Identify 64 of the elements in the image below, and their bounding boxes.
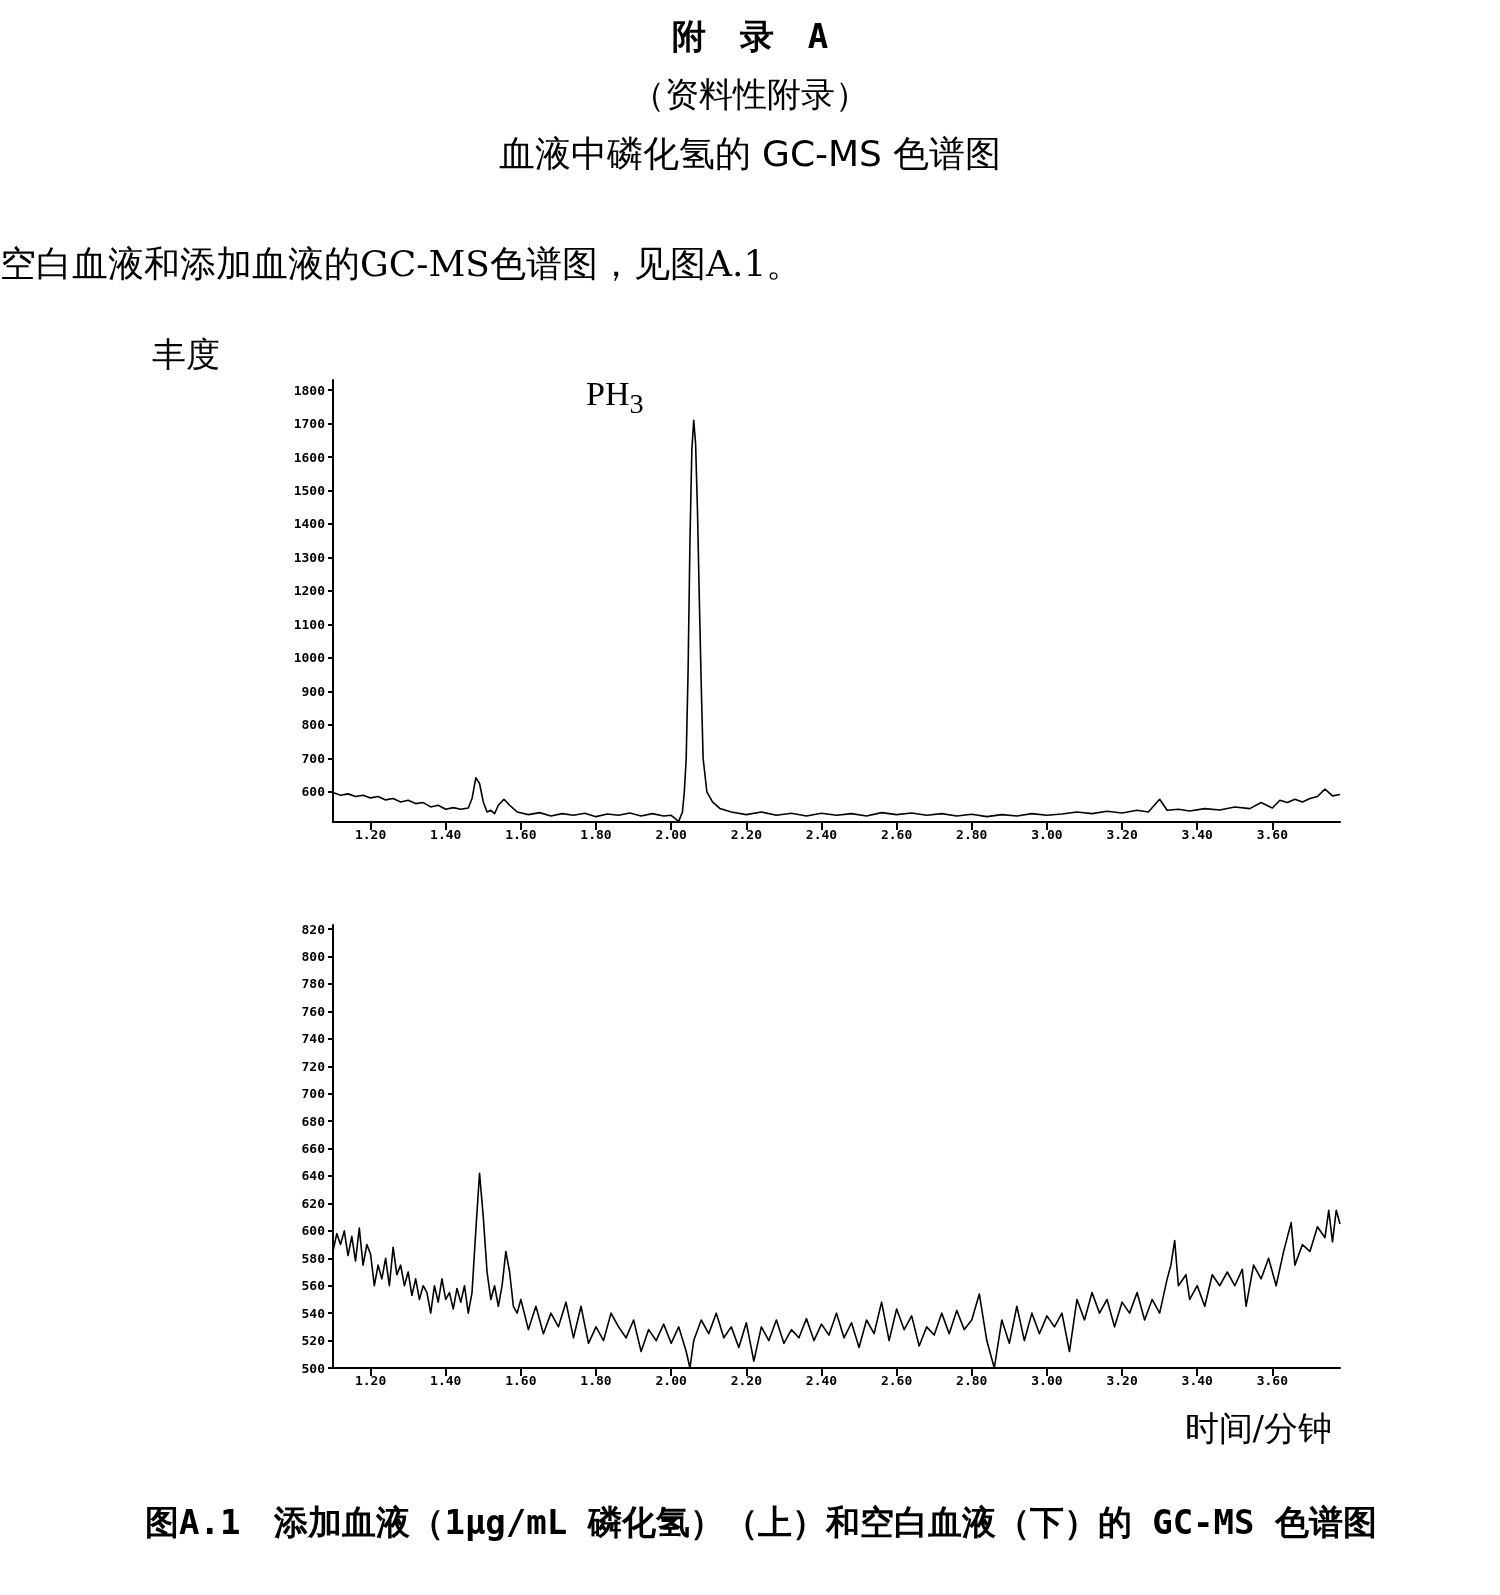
chart-subtitle: （资料性附录）: [631, 73, 869, 116]
x-tick-label: 1.60: [505, 1373, 537, 1388]
y-tick-label: 820: [301, 921, 326, 937]
y-tick-label: 780: [301, 976, 326, 992]
y-tick-label: 580: [301, 1250, 326, 1266]
y-tick-label: 700: [301, 1086, 326, 1102]
chart-title: 附 录 A: [671, 15, 829, 58]
text: 空白血液和添加血液的GC-MS色谱图，见图A.1。: [0, 242, 803, 286]
x-tick-label: 2.60: [880, 827, 913, 842]
y-tick-label: 680: [301, 1113, 326, 1129]
y-tick-label: 1300: [293, 549, 326, 565]
x-tick-label: 3.40: [1181, 1373, 1214, 1388]
x-tick-label: 3.20: [1106, 1373, 1138, 1388]
y-tick-label: 620: [301, 1195, 326, 1211]
y-tick-label: 1000: [293, 650, 326, 666]
x-tick-label: 3.60: [1256, 827, 1289, 842]
x-tick-label: 2.80: [956, 827, 988, 842]
y-tick-label: 520: [301, 1333, 326, 1349]
x-tick-label: 2.40: [805, 827, 838, 842]
y-tick-label: 1800: [293, 382, 326, 398]
x-tick-label: 1.20: [354, 827, 387, 842]
y-tick-label: 1200: [293, 583, 326, 599]
y-tick-label: 640: [301, 1168, 326, 1184]
y-tick-label: 600: [301, 784, 326, 800]
x-tick-label: 2.00: [655, 1373, 687, 1388]
y-tick-label: 1100: [293, 616, 326, 632]
x-tick-label: 2.60: [880, 1373, 913, 1388]
x-tick-label: 3.40: [1181, 827, 1214, 842]
x-tick-label: 3.60: [1256, 1373, 1289, 1388]
y-tick-label: 740: [301, 1031, 326, 1047]
y-tick-label: 720: [301, 1058, 326, 1074]
x-tick-label: 2.40: [805, 1373, 838, 1388]
x-tick-label: 1.40: [430, 827, 462, 842]
x-tick-label: 2.20: [730, 1373, 763, 1388]
x-tick-label: 1.80: [580, 827, 612, 842]
x-tick-label: 3.00: [1031, 827, 1063, 842]
y-tick-label: 700: [301, 750, 326, 766]
x-tick-label: 3.00: [1031, 1373, 1063, 1388]
y-tick-label: 600: [301, 1223, 326, 1239]
y-tick-label: 500: [301, 1360, 326, 1376]
text: 图A.1 添加血液（1μg/mL 磷化氢）（上）和空白血液（下）的 GC-MS 色谱图: [145, 1501, 1377, 1544]
x-tick-label: 2.00: [655, 827, 687, 842]
y-tick-label: 1700: [293, 416, 326, 432]
x-tick-label: 2.80: [956, 1373, 988, 1388]
y-tick-label: 660: [301, 1141, 326, 1157]
y-tick-label: 800: [301, 717, 326, 733]
x-tick-label: 3.20: [1106, 827, 1138, 842]
y-tick-label: 560: [301, 1278, 326, 1294]
x-tick-label: 1.80: [580, 1373, 612, 1388]
x-tick-label: 1.40: [430, 1373, 462, 1388]
y-tick-label: 1600: [293, 449, 326, 465]
x-tick-label: 1.20: [354, 1373, 387, 1388]
y-tick-label: 760: [301, 1003, 326, 1019]
y-axis-title: 丰度: [152, 333, 220, 376]
y-tick-label: 900: [301, 683, 326, 699]
y-tick-label: 800: [301, 949, 326, 965]
text: 血液中磷化氢的 GC-MS 色谱图: [498, 132, 1002, 176]
y-tick-label: 1400: [293, 516, 326, 532]
y-tick-label: 1500: [293, 483, 326, 498]
x-axis-title: 时间/分钟: [1184, 1407, 1332, 1450]
x-tick-label: 2.20: [730, 827, 763, 842]
x-tick-label: 1.60: [505, 827, 537, 842]
annotation: PH$_{3}$: [586, 375, 644, 419]
y-tick-label: 540: [301, 1305, 326, 1321]
